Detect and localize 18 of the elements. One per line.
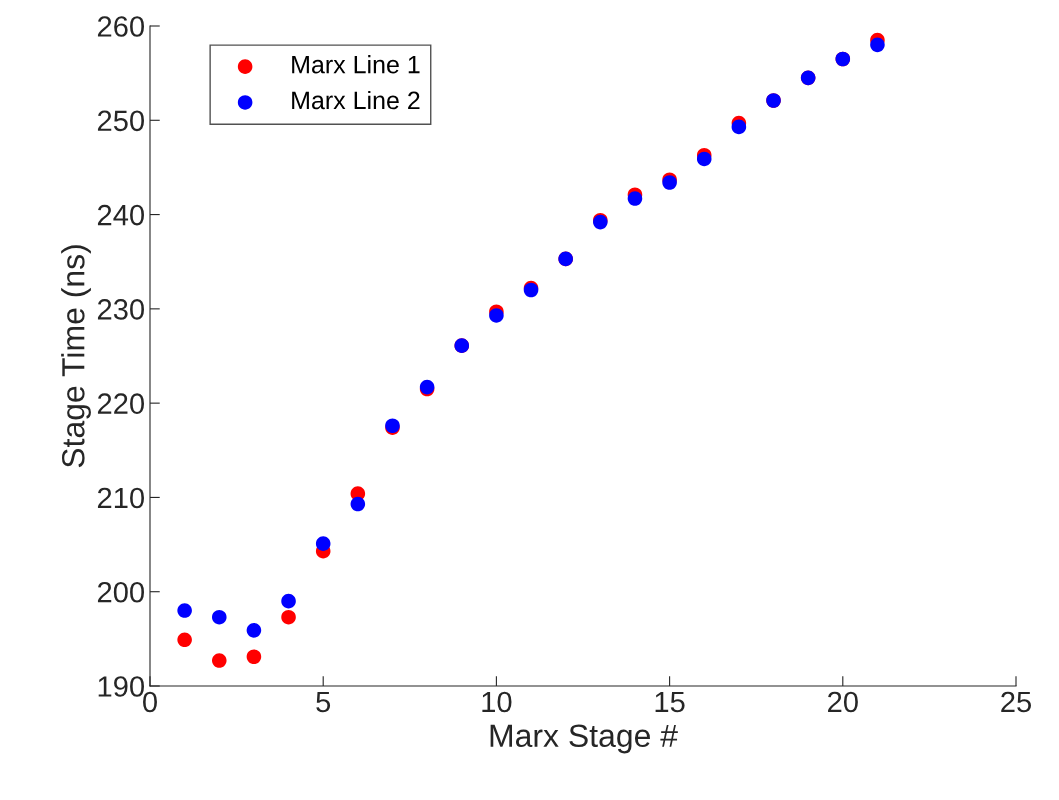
legend-label: Marx Line 2 <box>292 90 420 110</box>
y-axis-title: Stage Time (ns) <box>61 245 91 468</box>
x-tick-label: 15 <box>655 691 685 713</box>
x-tick-label: 25 <box>1001 691 1031 713</box>
y-tick-label: 190 <box>98 676 144 697</box>
y-tick-label: 260 <box>97 16 144 37</box>
x-tick-label: 20 <box>828 691 858 713</box>
y-tick-label: 250 <box>97 110 144 132</box>
y-tick-label: 240 <box>97 204 144 226</box>
x-axis-title: Marx Stage # <box>490 724 678 754</box>
x-tick-label: 0 <box>143 691 157 713</box>
y-tick-label: 230 <box>97 299 144 320</box>
y-tick-label: 210 <box>97 487 144 509</box>
x-tick-label: 10 <box>482 691 512 713</box>
legend-label: Marx Line 1 <box>292 55 420 74</box>
y-tick-label: 220 <box>97 393 144 414</box>
y-tick-label: 200 <box>97 581 144 603</box>
x-tick-label: 5 <box>316 691 331 713</box>
